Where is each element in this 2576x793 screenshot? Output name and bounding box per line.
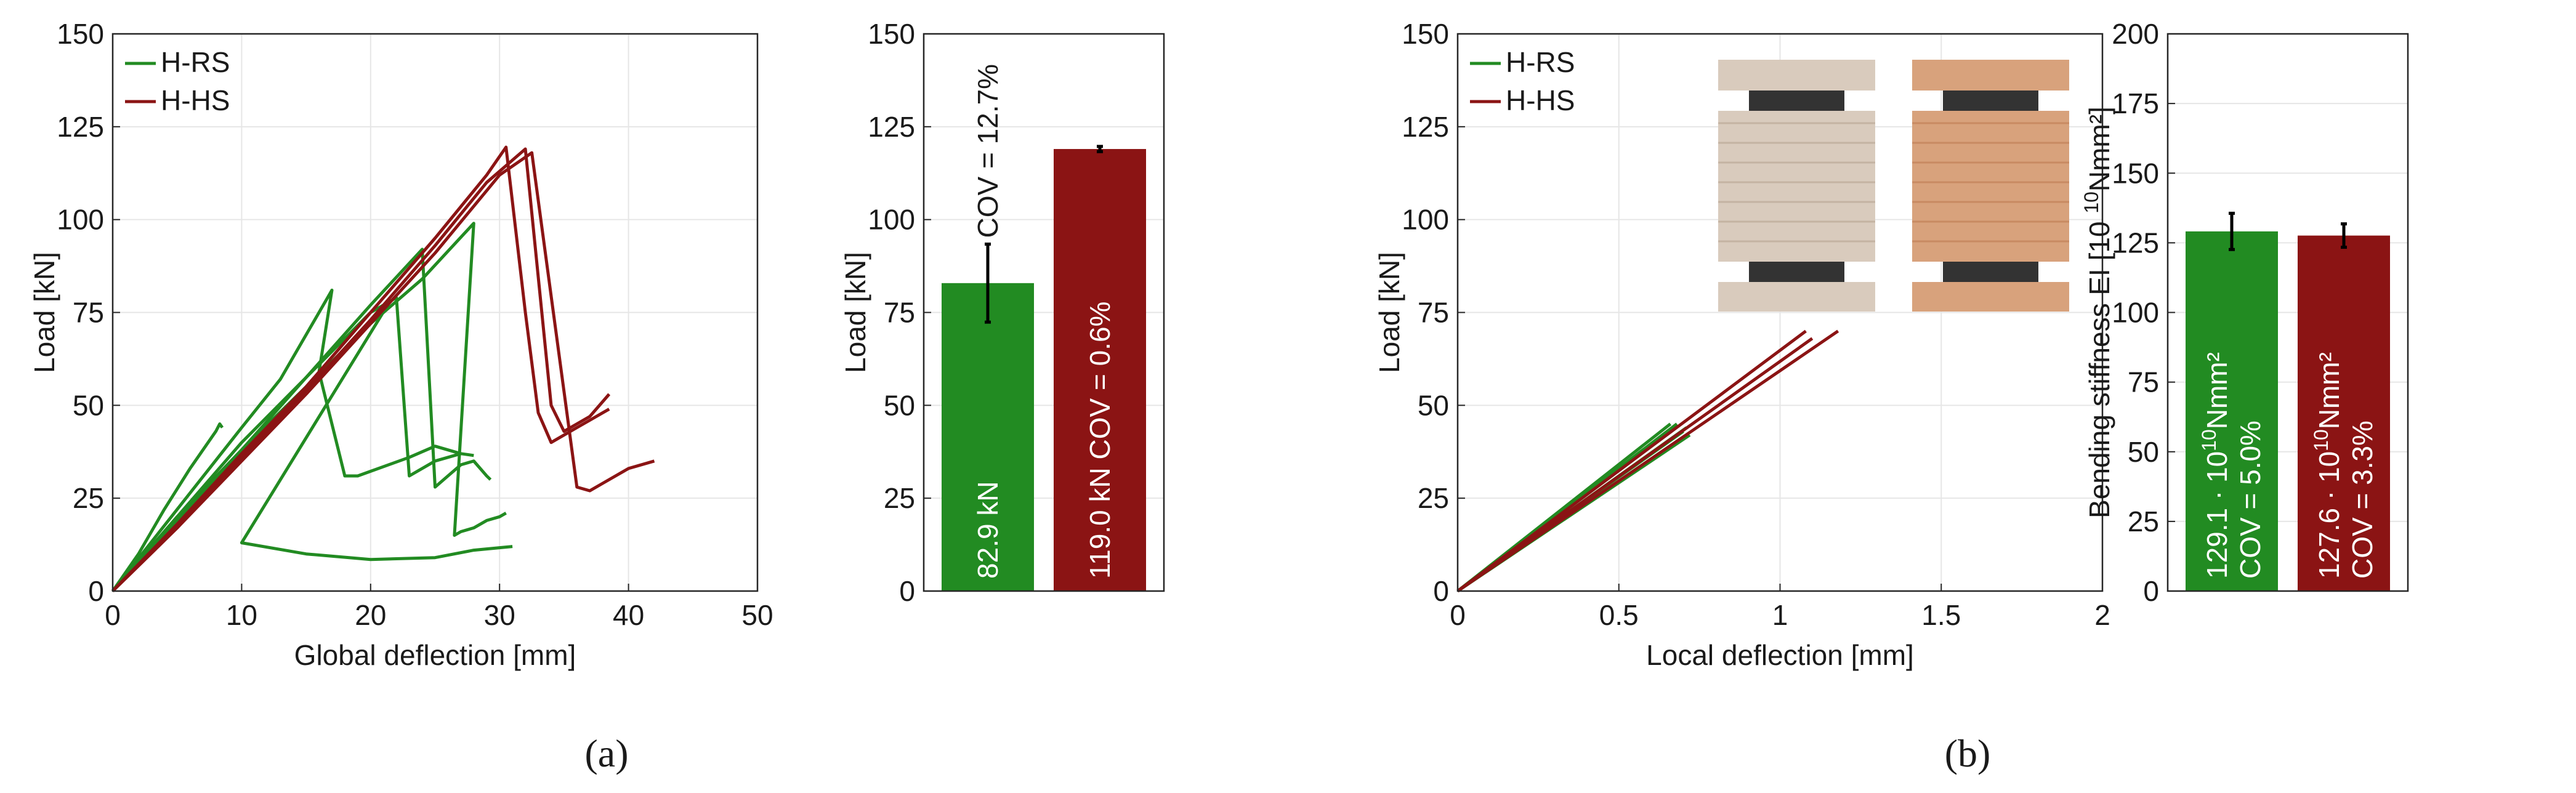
photo-bottom-layer bbox=[1718, 282, 1875, 312]
b1-xtick-label: 2 bbox=[2094, 599, 2110, 631]
a2-ytick-label: 150 bbox=[868, 18, 915, 50]
a1-ytick-label: 75 bbox=[73, 297, 104, 329]
chart-b-load-local-deflection: 0 0.5 1 1.5 2 0 25 50 75 100 125 150 H-RS H-HS Local d… bbox=[1373, 18, 2110, 671]
a1-legend-label: H-RS bbox=[161, 46, 230, 78]
a1-ytick-label: 0 bbox=[88, 575, 104, 607]
b1-series-H-HS-curve bbox=[1456, 329, 1839, 593]
a1-xtick-label: 40 bbox=[613, 599, 644, 631]
photo-bottom-layer bbox=[1912, 282, 2069, 312]
b1-ytick-label: 100 bbox=[1402, 204, 1449, 236]
a1-ytick-label: 25 bbox=[73, 482, 104, 514]
b2-ytick-label: 25 bbox=[2128, 505, 2159, 537]
photo-top-pad bbox=[1749, 91, 1844, 111]
b2-ylabel: Bending stiffness EI [10 10Nmm²] bbox=[2080, 107, 2115, 518]
a2-bar bbox=[1054, 149, 1146, 592]
b2-bar-label: 127.6 · 1010Nmm² bbox=[2310, 352, 2345, 579]
b2-axes-box bbox=[2166, 33, 2409, 592]
b2-ytick-label: 50 bbox=[2128, 436, 2159, 468]
a2-bar-label: 119.0 kN COV = 0.6% bbox=[1084, 302, 1116, 579]
b1-series-H-HS-curve bbox=[1456, 329, 1807, 593]
a2-ytick-label: 25 bbox=[884, 482, 915, 514]
b2-ytick-label: 200 bbox=[2112, 18, 2159, 50]
a2-axes-box bbox=[923, 33, 1165, 592]
chart-a-load-bars: 0 25 50 75 100 125 150 82.9 kN COV = 12.7% 119.0 … bbox=[839, 18, 1165, 607]
photo-bottom-pad bbox=[1943, 262, 2038, 282]
b2-ytick-label: 150 bbox=[2112, 157, 2159, 189]
a2-ytick-label: 50 bbox=[884, 389, 915, 421]
a2-ylabel: Load [kN] bbox=[839, 252, 871, 373]
a2-bar bbox=[942, 283, 1034, 591]
a1-ytick-label: 100 bbox=[57, 204, 104, 236]
a2-cov-label: COV = 12.7% bbox=[972, 64, 1004, 238]
photo-top-pad bbox=[1943, 91, 2038, 111]
b2-bar-cov-label: COV = 5.0% bbox=[2234, 421, 2266, 579]
b2-ytick-label: 125 bbox=[2112, 227, 2159, 259]
a1-series-H-RS-curve bbox=[111, 296, 474, 592]
b1-xtick-label: 0 bbox=[1450, 599, 1466, 631]
b1-legend-label: H-HS bbox=[1506, 84, 1575, 116]
a1-xtick-label: 0 bbox=[105, 599, 121, 631]
b1-xtick-label: 1.5 bbox=[1921, 599, 1961, 631]
a1-ylabel: Load [kN] bbox=[28, 252, 60, 373]
photo-bottom-pad bbox=[1749, 262, 1844, 282]
photo-core bbox=[1718, 111, 1875, 262]
a2-ytick-label: 75 bbox=[884, 297, 915, 329]
panel-label-a: (a) bbox=[584, 731, 628, 775]
photo-top-layer bbox=[1912, 60, 2069, 91]
photo-core bbox=[1912, 111, 2069, 262]
b1-xlabel: Local deflection [mm] bbox=[1646, 639, 1914, 671]
a1-series-H-RS-curve bbox=[111, 299, 513, 592]
a1-xtick-label: 10 bbox=[226, 599, 257, 631]
panel-label-b: (b) bbox=[1945, 731, 1991, 775]
b2-ytick-label: 175 bbox=[2112, 87, 2159, 119]
b1-ytick-label: 75 bbox=[1418, 297, 1449, 329]
a1-ytick-label: 150 bbox=[57, 18, 104, 50]
b1-ylabel: Load [kN] bbox=[1373, 252, 1405, 373]
a1-ytick-label: 50 bbox=[73, 389, 104, 421]
a1-legend-label: H-HS bbox=[161, 84, 230, 116]
b1-ytick-label: 25 bbox=[1418, 482, 1449, 514]
b2-ytick-label: 75 bbox=[2128, 366, 2159, 398]
photo-top-layer bbox=[1718, 60, 1875, 91]
b1-ytick-label: 0 bbox=[1433, 575, 1449, 607]
chart-a-load-deflection: 0 10 20 30 40 50 0 25 50 75 100 125 150 H-RS H-HS Globa… bbox=[28, 18, 773, 671]
b1-ytick-label: 125 bbox=[1402, 111, 1449, 143]
a1-series-H-HS-curve bbox=[111, 145, 610, 592]
a1-series-H-RS-curve bbox=[111, 248, 492, 592]
specimen-photos bbox=[1718, 60, 2069, 312]
a1-xtick-label: 50 bbox=[741, 599, 773, 631]
b2-ytick-label: 0 bbox=[2143, 575, 2159, 607]
a1-xtick-label: 30 bbox=[484, 599, 515, 631]
b2-ytick-label: 100 bbox=[2112, 297, 2159, 329]
b1-xtick-label: 1 bbox=[1772, 599, 1788, 631]
a1-axes-box bbox=[111, 33, 759, 592]
a1-xlabel: Global deflection [mm] bbox=[294, 639, 576, 671]
b1-axes-box bbox=[1456, 33, 2104, 592]
a2-bar-label: 82.9 kN bbox=[972, 481, 1004, 579]
a1-series-H-HS-curve bbox=[111, 147, 611, 592]
b1-ytick-label: 50 bbox=[1418, 389, 1449, 421]
a2-ytick-label: 125 bbox=[868, 111, 915, 143]
b1-xtick-label: 0.5 bbox=[1599, 599, 1639, 631]
b2-bar bbox=[2298, 235, 2390, 591]
b1-ytick-label: 150 bbox=[1402, 18, 1449, 50]
a1-ytick-label: 125 bbox=[57, 111, 104, 143]
b2-bar-cov-label: COV = 3.3% bbox=[2346, 421, 2378, 579]
b2-bar bbox=[2186, 231, 2278, 591]
a1-series-H-RS-curve bbox=[111, 288, 462, 592]
a1-xtick-label: 20 bbox=[355, 599, 386, 631]
b1-legend-label: H-RS bbox=[1506, 46, 1575, 78]
a2-ytick-label: 100 bbox=[868, 204, 915, 236]
a1-series-H-HS-curve bbox=[111, 151, 655, 592]
a1-series-H-RS-curve bbox=[111, 422, 224, 592]
b2-bar-label: 129.1 · 1010Nmm² bbox=[2198, 352, 2233, 579]
a2-ytick-label: 0 bbox=[899, 575, 915, 607]
a1-series-H-RS-curve bbox=[111, 222, 507, 592]
